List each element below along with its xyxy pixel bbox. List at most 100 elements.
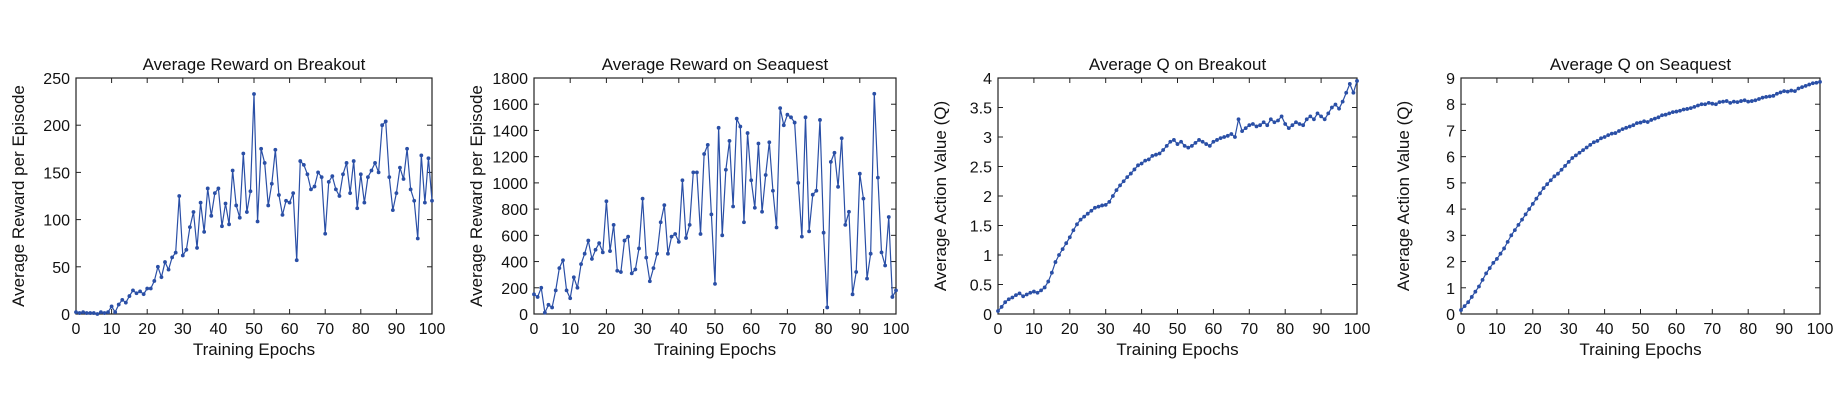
data-point xyxy=(727,139,732,143)
data-point xyxy=(244,210,249,214)
data-point xyxy=(1548,178,1553,183)
data-point xyxy=(390,208,395,213)
data-point xyxy=(1290,123,1295,128)
data-point xyxy=(216,186,221,191)
data-point xyxy=(1279,114,1284,119)
data-point xyxy=(1473,289,1478,294)
data-point xyxy=(188,225,192,230)
data-point xyxy=(1498,251,1503,256)
data-point xyxy=(886,215,891,219)
data-point xyxy=(709,212,714,217)
data-point xyxy=(1678,108,1682,113)
data-point xyxy=(1204,142,1209,146)
x-tick-label: 60 xyxy=(281,321,299,338)
data-point xyxy=(716,125,721,130)
data-point xyxy=(1749,99,1754,103)
y-tick-label: 2 xyxy=(1446,255,1455,272)
data-point xyxy=(330,174,335,179)
x-tick-label: 10 xyxy=(103,321,121,338)
data-point xyxy=(1344,90,1349,95)
data-point xyxy=(1146,157,1151,162)
y-tick-label: 8 xyxy=(1446,97,1455,114)
data-point xyxy=(1197,138,1201,142)
data-point xyxy=(1663,112,1668,117)
x-tick-label: 20 xyxy=(1061,321,1079,338)
data-point xyxy=(294,258,299,263)
y-tick-label: 2 xyxy=(983,189,992,206)
data-point xyxy=(1606,133,1611,138)
data-point xyxy=(1078,217,1083,222)
data-point xyxy=(550,305,554,310)
data-point xyxy=(1595,139,1600,143)
data-point xyxy=(316,170,320,175)
data-point xyxy=(1179,139,1183,144)
y-tick-label: 200 xyxy=(43,118,70,135)
data-point xyxy=(419,153,424,158)
data-point xyxy=(1207,143,1212,148)
data-point xyxy=(131,288,135,293)
data-point xyxy=(1215,138,1219,142)
data-point xyxy=(1778,90,1783,95)
x-tick-label: 100 xyxy=(883,321,910,338)
data-point xyxy=(1631,123,1636,128)
data-point xyxy=(1017,291,1022,296)
chart-title: Average Q on Breakout xyxy=(1089,55,1267,74)
data-point xyxy=(81,310,86,315)
x-tick-label: 10 xyxy=(1488,321,1506,338)
data-point xyxy=(291,191,296,196)
data-point xyxy=(535,295,540,299)
data-point xyxy=(1060,247,1065,252)
data-point xyxy=(600,250,605,255)
data-point xyxy=(1484,271,1489,276)
data-point xyxy=(1692,104,1697,109)
data-point xyxy=(861,196,866,201)
data-point xyxy=(1172,138,1176,142)
x-axis-label: Training Epochs xyxy=(1579,340,1701,359)
data-point xyxy=(1247,123,1252,128)
data-point xyxy=(248,189,253,194)
data-point xyxy=(341,172,345,177)
data-point xyxy=(1782,89,1786,94)
x-tick-label: 90 xyxy=(851,321,869,338)
data-point xyxy=(1143,158,1148,163)
data-point xyxy=(629,271,634,276)
data-point xyxy=(152,279,157,283)
data-point xyxy=(1538,191,1542,196)
data-point xyxy=(159,275,164,280)
series-line xyxy=(1460,81,1821,311)
y-tick-label: 1 xyxy=(1446,281,1455,298)
data-point xyxy=(1211,139,1216,144)
data-point xyxy=(412,198,417,203)
data-point xyxy=(742,220,746,225)
data-point xyxy=(1250,122,1255,126)
data-point xyxy=(1713,102,1718,107)
data-point xyxy=(1462,304,1467,309)
data-point xyxy=(369,168,374,173)
data-point xyxy=(355,206,360,211)
data-point xyxy=(1775,91,1779,96)
y-tick-label: 800 xyxy=(501,202,528,219)
data-point xyxy=(1599,136,1603,141)
plot-area-frame xyxy=(997,77,1358,315)
x-tick-label: 20 xyxy=(138,321,156,338)
data-point xyxy=(651,266,656,271)
data-point xyxy=(1200,139,1205,144)
data-point xyxy=(1527,207,1532,212)
x-tick-label: 0 xyxy=(1457,321,1466,338)
data-point xyxy=(745,131,750,135)
y-tick-label: 1 xyxy=(983,248,992,265)
x-tick-label: 20 xyxy=(598,321,616,338)
data-point xyxy=(1602,135,1607,139)
x-tick-label: 40 xyxy=(1133,321,1151,338)
data-point xyxy=(77,311,82,315)
data-point xyxy=(564,288,569,293)
data-point xyxy=(1469,295,1474,299)
x-tick-label: 30 xyxy=(174,321,192,338)
data-point xyxy=(1520,217,1524,222)
y-tick-label: 9 xyxy=(1446,71,1455,88)
data-point xyxy=(344,161,349,165)
data-point xyxy=(1154,152,1158,157)
data-point xyxy=(366,175,370,180)
data-point xyxy=(1254,124,1259,129)
